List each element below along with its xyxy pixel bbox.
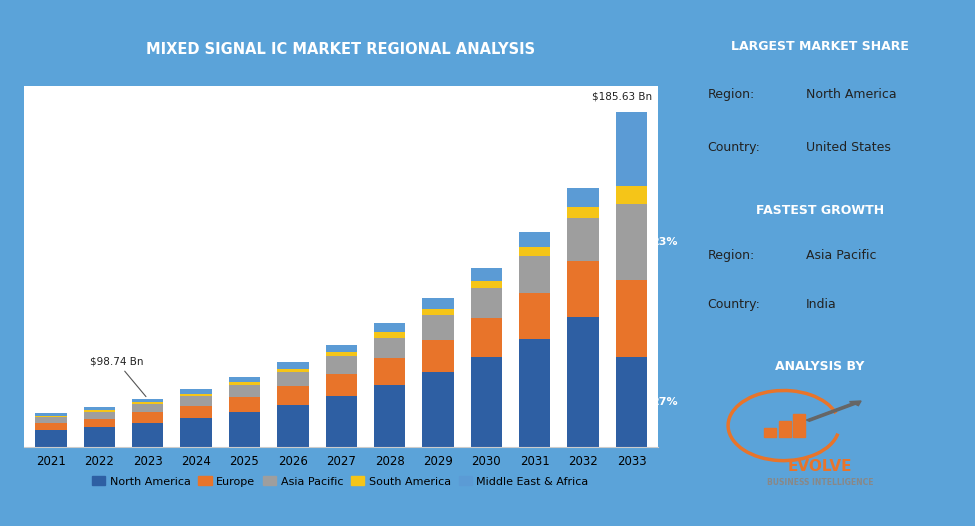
Bar	[422, 298, 453, 309]
Bar	[779, 421, 791, 438]
Bar	[519, 247, 551, 257]
Bar	[132, 412, 164, 423]
Bar	[84, 412, 115, 419]
Bar	[229, 412, 260, 447]
Bar	[471, 288, 502, 318]
Bar	[35, 430, 66, 447]
Bar	[567, 188, 599, 207]
Bar	[35, 422, 66, 430]
Text: MIXED SIGNAL IC MARKET REGIONAL ANALYSIS: MIXED SIGNAL IC MARKET REGIONAL ANALYSIS	[145, 42, 535, 57]
Bar	[84, 410, 115, 412]
Bar	[764, 428, 776, 438]
Text: $185.63 Bn: $185.63 Bn	[592, 92, 652, 102]
Bar	[567, 261, 599, 317]
Text: North America: North America	[806, 88, 897, 102]
Bar	[180, 406, 212, 418]
Text: India: India	[806, 298, 837, 311]
Bar	[373, 358, 406, 385]
Bar	[277, 362, 309, 369]
Legend: North America, Europe, Asia Pacific, South America, Middle East & Africa: North America, Europe, Asia Pacific, Sou…	[88, 472, 593, 491]
Bar	[229, 385, 260, 397]
Bar	[180, 393, 212, 396]
Bar	[422, 340, 453, 372]
Bar	[422, 372, 453, 447]
Bar	[180, 396, 212, 406]
Bar	[422, 309, 453, 315]
Bar	[616, 204, 647, 280]
Text: ANALYSIS BY: ANALYSIS BY	[775, 360, 865, 373]
Bar	[326, 373, 357, 396]
Bar	[132, 404, 164, 412]
Text: LARGEST MARKET SHARE: LARGEST MARKET SHARE	[731, 39, 909, 53]
Bar	[471, 318, 502, 357]
Bar	[567, 218, 599, 261]
Bar	[471, 357, 502, 447]
Bar	[616, 357, 647, 447]
Text: 27%: 27%	[651, 397, 678, 407]
Bar	[277, 405, 309, 447]
Bar	[519, 339, 551, 447]
Bar	[84, 428, 115, 447]
Bar	[373, 323, 406, 332]
Bar	[567, 207, 599, 218]
Bar	[35, 413, 66, 416]
Bar	[180, 418, 212, 447]
Bar	[277, 387, 309, 405]
Bar	[326, 352, 357, 356]
Bar	[794, 414, 805, 438]
Bar	[180, 389, 212, 393]
Bar	[519, 292, 551, 339]
Bar	[616, 280, 647, 357]
Text: Region:: Region:	[708, 88, 755, 102]
Bar	[326, 345, 357, 352]
Bar	[616, 112, 647, 186]
Bar	[229, 382, 260, 385]
Text: EVOLVE: EVOLVE	[788, 459, 852, 474]
Bar	[373, 385, 406, 447]
Bar	[519, 257, 551, 292]
Bar	[373, 338, 406, 358]
Bar	[616, 186, 647, 204]
Text: Country:: Country:	[708, 141, 761, 154]
Bar	[84, 419, 115, 428]
Bar	[422, 315, 453, 340]
Text: $98.74 Bn: $98.74 Bn	[90, 356, 146, 397]
Bar	[326, 356, 357, 373]
Bar	[326, 396, 357, 447]
Text: FASTEST GROWTH: FASTEST GROWTH	[756, 204, 884, 217]
Bar	[471, 268, 502, 281]
Bar	[277, 369, 309, 372]
Bar	[35, 417, 66, 422]
Text: Asia Pacific: Asia Pacific	[806, 249, 877, 262]
Bar	[229, 397, 260, 412]
Bar	[132, 399, 164, 402]
Bar	[132, 423, 164, 447]
Bar	[519, 231, 551, 247]
Bar	[35, 416, 66, 417]
Text: BUSINESS INTELLIGENCE: BUSINESS INTELLIGENCE	[766, 478, 874, 487]
Bar	[567, 317, 599, 447]
FancyArrow shape	[806, 401, 861, 421]
Text: 23%: 23%	[651, 237, 678, 247]
Bar	[277, 372, 309, 387]
Text: Region:: Region:	[708, 249, 755, 262]
Bar	[132, 402, 164, 404]
Bar	[373, 332, 406, 338]
Bar	[84, 407, 115, 410]
Bar	[229, 377, 260, 382]
Text: United States: United States	[806, 141, 891, 154]
Bar	[471, 281, 502, 288]
Text: Country:: Country:	[708, 298, 761, 311]
